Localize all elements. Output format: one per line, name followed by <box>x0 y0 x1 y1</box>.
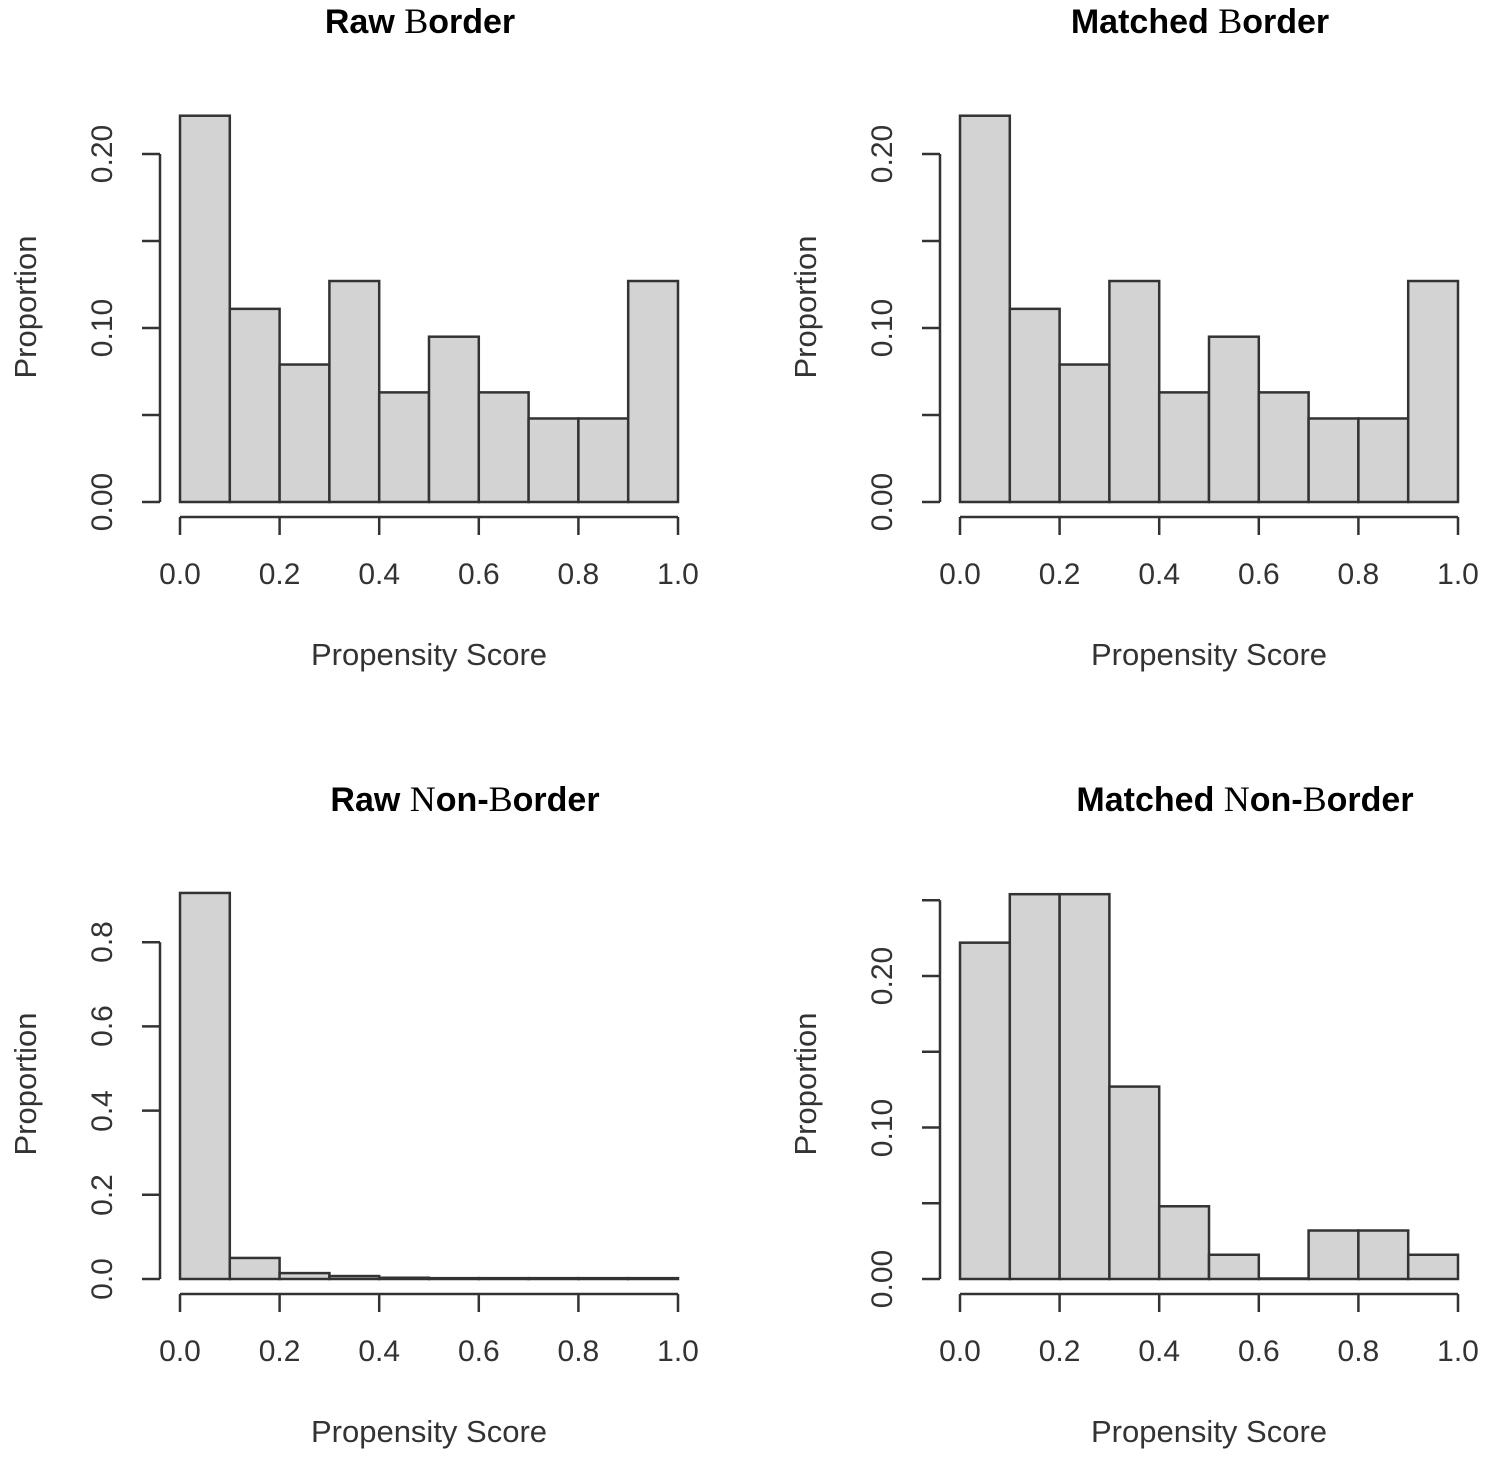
x-tick-label: 0.2 <box>258 558 301 591</box>
histogram-bar <box>278 363 331 504</box>
histogram-bar <box>1307 1229 1360 1281</box>
y-axis-label: Proportion <box>8 235 43 379</box>
histogram-bar <box>377 391 431 504</box>
histogram-bar <box>1357 417 1410 504</box>
x-tick-label: 0.8 <box>557 558 600 591</box>
x-tick-label: 0.8 <box>1337 558 1380 591</box>
x-tick-label: 0.2 <box>1038 1335 1081 1368</box>
y-tick-label: 0.4 <box>86 1089 119 1132</box>
histogram-bar <box>1058 363 1111 504</box>
x-tick-label: 0.2 <box>258 1335 301 1368</box>
y-tick-label: 0.10 <box>866 1098 899 1157</box>
histogram-bar <box>1406 279 1460 504</box>
histogram-bar <box>427 335 481 504</box>
x-axis-label: Propensity Score <box>1090 637 1328 672</box>
x-tick-label: 0.6 <box>1237 558 1280 591</box>
chart-title: Raw Border <box>324 1 516 41</box>
histogram-bar <box>477 391 530 504</box>
y-tick-label: 0.20 <box>866 946 899 1006</box>
x-tick-label: 0.0 <box>159 558 201 591</box>
y-tick-label: 0.8 <box>86 921 119 964</box>
histogram-bar <box>1058 892 1111 1281</box>
y-tick-label: 0.6 <box>86 1005 119 1048</box>
x-tick-label: 0.6 <box>457 1335 500 1368</box>
y-tick-label: 0.00 <box>866 472 899 532</box>
histogram-bar <box>626 279 680 504</box>
x-tick-label: 0.4 <box>1138 1335 1181 1368</box>
histogram-bar <box>1207 335 1261 504</box>
y-axis-label: Proportion <box>788 1012 823 1156</box>
x-tick-label: 0.0 <box>159 1335 201 1368</box>
chart-title: Matched Border <box>1070 1 1330 41</box>
x-tick-label: 1.0 <box>657 558 699 591</box>
histogram-bar <box>178 114 232 504</box>
histogram-bar <box>178 891 232 1281</box>
histogram-bar <box>1307 417 1360 504</box>
x-tick-label: 0.6 <box>457 558 500 591</box>
x-tick-label: 0.4 <box>358 558 401 591</box>
y-tick-label: 0.00 <box>866 1249 899 1309</box>
histogram-bar <box>1108 279 1161 504</box>
x-tick-label: 0.4 <box>1138 558 1181 591</box>
x-tick-label: 0.4 <box>358 1335 401 1368</box>
histogram-bar <box>1008 892 1061 1281</box>
y-tick-label: 0.20 <box>866 124 899 184</box>
histogram-bar <box>1406 1253 1460 1281</box>
x-tick-label: 0.8 <box>1337 1335 1380 1368</box>
histogram-bar <box>1157 1205 1211 1281</box>
histogram-bar <box>958 941 1012 1281</box>
histogram-bar <box>1257 391 1310 504</box>
histogram-bar <box>527 417 580 504</box>
x-tick-label: 0.8 <box>557 1335 600 1368</box>
x-axis-label: Propensity Score <box>310 637 548 672</box>
x-tick-label: 0.2 <box>1038 558 1081 591</box>
chart-title: Raw Non-Border <box>330 779 600 819</box>
histogram-bar <box>1108 1085 1161 1281</box>
x-tick-label: 1.0 <box>1437 558 1479 591</box>
y-axis-label: Proportion <box>788 235 823 379</box>
chart-title: Matched Non-Border <box>1076 779 1414 819</box>
x-tick-label: 1.0 <box>657 1335 699 1368</box>
histogram-bar <box>626 1276 680 1281</box>
x-tick-label: 1.0 <box>1437 1335 1479 1368</box>
y-tick-label: 0.10 <box>866 298 899 358</box>
y-axis-label: Proportion <box>8 1012 43 1156</box>
y-tick-label: 0.2 <box>86 1173 119 1216</box>
x-axis-label: Propensity Score <box>310 1414 548 1449</box>
x-tick-label: 0.6 <box>1237 1335 1280 1368</box>
histogram-bar <box>958 114 1012 504</box>
x-axis-label: Propensity Score <box>1090 1414 1328 1449</box>
histogram-bar <box>1357 1229 1410 1281</box>
y-tick-label: 0.20 <box>86 124 119 184</box>
y-tick-label: 0.00 <box>86 472 119 532</box>
histogram-bar <box>1257 1277 1310 1281</box>
histogram-bar <box>1207 1253 1261 1281</box>
histogram-bar <box>228 1256 281 1281</box>
x-tick-label: 0.0 <box>939 1335 981 1368</box>
histogram-bar <box>228 307 281 504</box>
y-tick-label: 0.10 <box>86 298 119 358</box>
histogram-bar <box>577 417 630 504</box>
y-tick-label: 0.0 <box>86 1258 119 1300</box>
x-tick-label: 0.0 <box>939 558 981 591</box>
